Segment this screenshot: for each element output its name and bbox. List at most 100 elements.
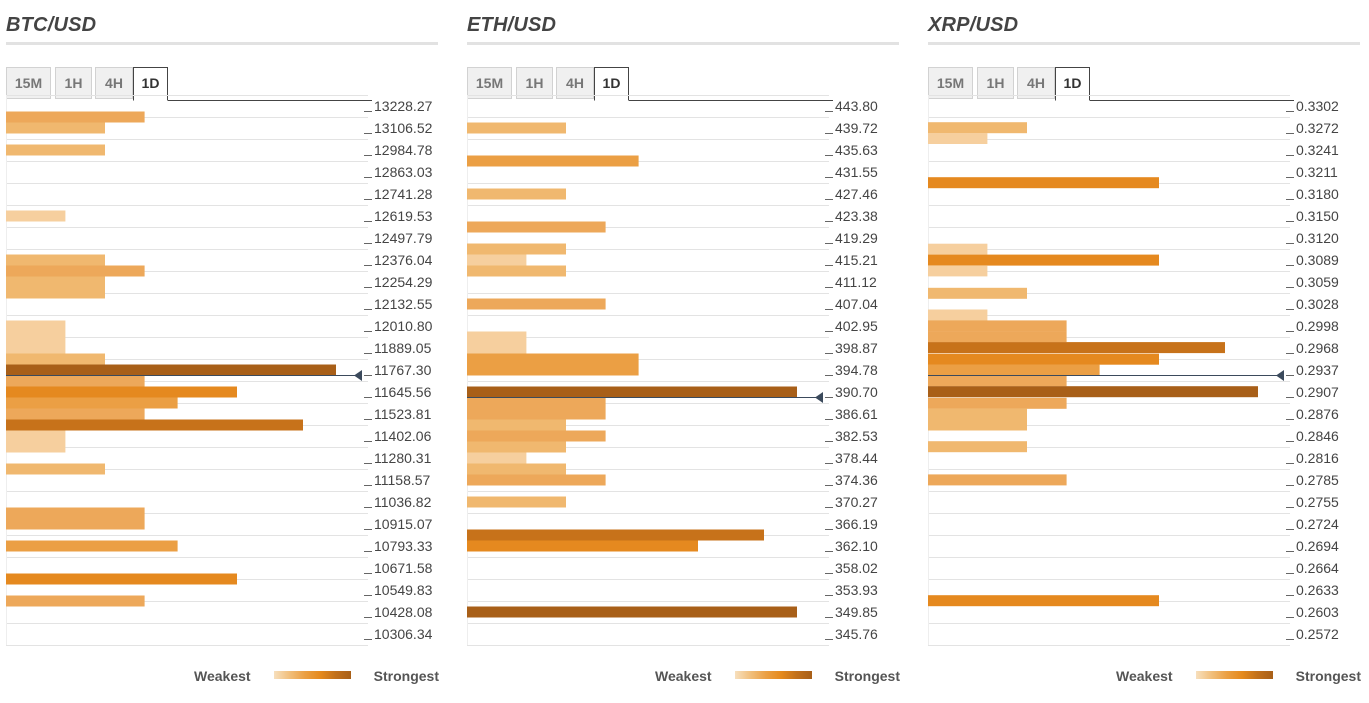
confluence-bar [467, 265, 566, 277]
eth-usd-panel: ETH/USD 15M 1H 4H 1D 443.80 439.72 435.63 431.55… [467, 0, 900, 703]
price-label: 11402.06 [374, 428, 432, 444]
confluence-bar [6, 507, 145, 519]
price-label: 349.85 [835, 604, 878, 620]
price-label: 386.61 [835, 406, 878, 422]
tab-15m[interactable]: 15M [6, 67, 51, 99]
confluence-bar [467, 243, 566, 255]
price-label: 0.2785 [1296, 472, 1339, 488]
current-price-arrow-icon [815, 392, 823, 403]
confluence-bar [467, 342, 527, 354]
price-label: 11280.31 [374, 450, 432, 466]
price-label: 0.2816 [1296, 450, 1339, 466]
price-label: 402.95 [835, 318, 878, 334]
confluence-bar [928, 122, 1027, 134]
confluence-bar [6, 430, 66, 442]
price-label: 10549.83 [374, 582, 433, 598]
confluence-bar [467, 353, 639, 365]
price-label: 12741.28 [374, 186, 433, 202]
confluence-bar [928, 386, 1258, 398]
confluence-bar [6, 342, 66, 354]
confluence-bar [6, 364, 336, 376]
price-label: 0.2572 [1296, 626, 1339, 642]
legend-strongest-label: Strongest [373, 668, 439, 684]
price-label: 431.55 [835, 164, 878, 180]
confluence-bar [928, 419, 1027, 431]
legend-weakest-label: Weakest [1116, 668, 1173, 684]
confluence-bar [928, 408, 1027, 420]
confluence-bar [6, 210, 66, 222]
btc-usd-confluence-chart: 13228.27 13106.52 12984.78 12863.03 12741.28… [6, 95, 433, 646]
price-label: 439.72 [835, 120, 878, 136]
legend-weakest-label: Weakest [194, 668, 251, 684]
confluence-bar [928, 474, 1067, 486]
price-label: 443.80 [835, 98, 878, 114]
tab-baseline [168, 100, 372, 101]
tab-4h[interactable]: 4H [1017, 67, 1055, 99]
btc-usd-panel: BTC/USD 15M 1H 4H 1D 13228.27 13106.52 12984.78… [6, 0, 439, 703]
price-label: 415.21 [835, 252, 878, 268]
price-label: 0.3089 [1296, 252, 1339, 268]
confluence-bar [928, 331, 1067, 343]
price-label: 10915.07 [374, 516, 433, 532]
tab-15m[interactable]: 15M [928, 67, 973, 99]
price-label: 10428.08 [374, 604, 433, 620]
price-label: 11523.81 [374, 406, 432, 422]
confluence-bar [6, 573, 237, 585]
confluence-bar [467, 463, 566, 475]
current-price-arrow-icon [1276, 370, 1284, 381]
tab-1h[interactable]: 1H [977, 67, 1014, 99]
tab-baseline [629, 100, 833, 101]
price-label: 374.36 [835, 472, 878, 488]
price-label: 12863.03 [374, 164, 433, 180]
confluence-bar [467, 254, 527, 266]
legend-gradient-bar [274, 671, 351, 679]
confluence-bar [928, 353, 1159, 365]
confluence-bar [928, 177, 1159, 189]
price-label: 407.04 [835, 296, 878, 312]
price-label: 11036.82 [374, 494, 432, 510]
price-label: 0.2603 [1296, 604, 1339, 620]
price-label: 0.3059 [1296, 274, 1339, 290]
confluence-bar [928, 133, 988, 144]
xrp-usd-confluence-chart: 0.3302 0.3272 0.3241 0.3211 0.3180 0.3150 0.31… [928, 95, 1339, 646]
confluence-bar [467, 496, 566, 508]
confluence-bar [928, 595, 1159, 607]
confluence-bar [6, 287, 105, 299]
confluence-bar [467, 331, 527, 343]
legend-strongest-label: Strongest [834, 668, 900, 684]
confluence-bar [6, 276, 105, 288]
tab-1h[interactable]: 1H [55, 67, 92, 99]
confluence-bar [928, 265, 988, 277]
price-label: 0.2694 [1296, 538, 1339, 554]
confluence-bar [6, 320, 66, 332]
tab-1h[interactable]: 1H [516, 67, 553, 99]
confluence-bar [928, 397, 1067, 409]
price-label: 345.76 [835, 626, 878, 642]
confluence-bar [467, 606, 797, 618]
timeframe-tabs: 15M 1H 4H 1D [928, 67, 1360, 101]
price-label: 0.3272 [1296, 120, 1339, 136]
price-label: 12376.04 [374, 252, 433, 268]
price-label: 11889.05 [374, 340, 432, 356]
price-label: 0.3211 [1296, 164, 1338, 180]
price-label: 0.3028 [1296, 296, 1339, 312]
price-label: 11158.57 [374, 472, 431, 488]
confluence-bar [6, 419, 303, 431]
price-label: 394.78 [835, 362, 878, 378]
legend-gradient-bar [735, 671, 812, 679]
title-divider [467, 42, 899, 45]
btc-usd-title: BTC/USD [6, 14, 97, 36]
tab-15m[interactable]: 15M [467, 67, 512, 99]
price-label: 12010.80 [374, 318, 433, 334]
price-label: 0.3302 [1296, 98, 1339, 114]
price-label: 12984.78 [374, 142, 433, 158]
confluence-bar [6, 540, 178, 552]
strength-legend: Weakest Strongest [928, 668, 1361, 688]
confluence-bar [467, 386, 797, 398]
price-label: 0.3120 [1296, 230, 1339, 246]
legend-strongest-label: Strongest [1295, 668, 1361, 684]
tab-4h[interactable]: 4H [95, 67, 133, 99]
tab-4h[interactable]: 4H [556, 67, 594, 99]
price-label: 423.38 [835, 208, 878, 224]
price-label: 0.2876 [1296, 406, 1339, 422]
